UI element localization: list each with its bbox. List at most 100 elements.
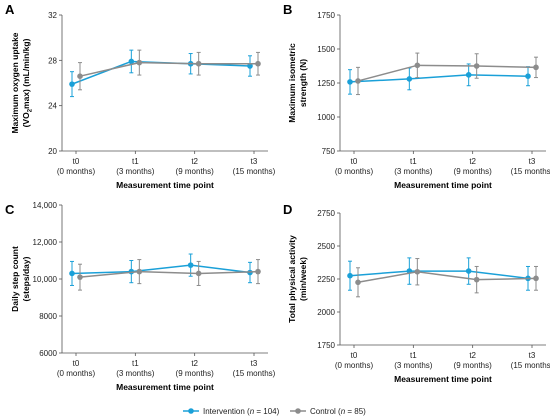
data-point [69,81,75,87]
series-line [79,270,259,278]
x-tick-label: t3 [529,157,536,166]
y-axis-title-line2: (VO2max) (mL/min/kg) [21,38,34,127]
x-tick-label: t2 [191,359,198,368]
x-tick-label: t3 [251,359,258,368]
y-tick-label: 1000 [317,113,335,122]
x-tick-label: t0 [351,351,358,360]
x-axis-title: Measurement time point [116,180,214,190]
panel-letter: D [283,202,292,217]
data-point [136,268,143,275]
y-tick-label: 1750 [317,11,335,20]
panel-d: D 1750 2000 2250 2500 2750 t0(0 months) t1(3 mo… [283,202,550,384]
x-tick-label: t2 [469,157,476,166]
x-tick-label: t3 [251,157,258,166]
data-point [255,60,261,67]
series-control [355,52,539,96]
y-tick-label: 6000 [39,349,57,358]
y-axis-title-line2: strength (N) [298,59,308,107]
series-intervention [69,49,253,98]
panel-c: C 6000 8000 10,000 12,000 14,000 t0(0 months) t… [5,201,276,392]
x-axis-title: Measurement time point [116,382,214,392]
data-point [414,62,421,69]
series-control [77,259,261,291]
data-point [525,73,531,79]
series-line [71,60,251,85]
y-tick-label: 1250 [317,79,335,88]
y-tick-label: 750 [322,147,336,156]
data-point [128,58,135,65]
y-tick-label: 1500 [317,45,335,54]
data-point [69,270,75,277]
x-tick-sublabel: (15 months) [511,167,550,176]
series-line [357,270,537,284]
x-axis-title: Measurement time point [394,374,492,384]
y-axis-title-line1: Total physical activity [287,235,297,323]
legend-control-marker [295,408,301,414]
y-axis-title-line2: (steps/day) [21,256,31,301]
y-tick-label: 28 [48,56,57,65]
data-point [77,73,83,79]
series-intervention [347,257,531,291]
x-tick-label: t0 [351,157,358,166]
data-point [414,268,421,275]
data-point [406,76,413,82]
x-tick-label: t2 [191,157,198,166]
data-point [195,60,202,67]
y-tick-label: 2500 [317,242,335,251]
x-tick-sublabel: (15 months) [233,167,276,176]
x-tick-label: t0 [73,359,80,368]
y-tick-label: 12,000 [33,238,58,247]
x-tick-label: t0 [73,157,80,166]
y-tick-label: 20 [48,147,57,156]
legend-intervention-label: Intervention (n = 104) [203,407,280,416]
x-axis-title: Measurement time point [394,180,492,190]
panel-letter: A [5,2,15,17]
x-tick-label: t1 [410,351,417,360]
y-tick-label: 32 [48,11,57,20]
y-axis-title-line1: Maximum oxygen uptake [10,32,20,133]
series-line [349,270,529,280]
x-tick-label: t1 [410,157,417,166]
x-tick-sublabel: (9 months) [176,167,215,176]
x-tick-sublabel: (0 months) [57,369,96,378]
data-point [77,274,83,280]
x-tick-label: t3 [529,351,536,360]
y-axis-title-line1: Daily step count [10,246,20,312]
legend-intervention-marker [188,408,194,414]
data-point [187,262,194,268]
x-tick-label: t2 [469,351,476,360]
x-tick-label: t1 [132,157,139,166]
series-line [79,61,258,77]
data-point [355,78,361,84]
data-point [195,270,202,277]
x-tick-label: t1 [132,359,139,368]
y-tick-label: 1750 [317,341,335,350]
x-tick-sublabel: (3 months) [116,369,155,378]
data-point [347,79,353,85]
x-tick-sublabel: (9 months) [454,361,493,370]
series-line [349,74,529,83]
data-point [473,63,480,69]
data-point [347,272,353,279]
x-tick-sublabel: (9 months) [176,369,215,378]
data-point [533,64,539,71]
legend-control-label: Control (n = 85) [310,407,366,416]
series-control [77,49,261,91]
x-tick-sublabel: (3 months) [394,167,433,176]
data-point [473,276,480,283]
x-tick-sublabel: (3 months) [116,167,155,176]
panel-a: A 20 24 28 32 t0(0 months) t1(3 months) t2(9 mo… [5,2,276,190]
y-tick-label: 2250 [317,275,335,284]
series-line [357,64,537,82]
x-tick-sublabel: (0 months) [335,167,374,176]
series-control [355,258,539,298]
x-tick-sublabel: (15 months) [511,361,550,370]
y-axis-title-line2: (min/week) [298,257,308,301]
series-line [71,264,251,275]
y-tick-label: 14,000 [33,201,58,210]
y-tick-label: 24 [48,102,57,111]
data-point [255,268,261,275]
panel-letter: C [5,202,15,217]
x-tick-sublabel: (9 months) [454,167,493,176]
